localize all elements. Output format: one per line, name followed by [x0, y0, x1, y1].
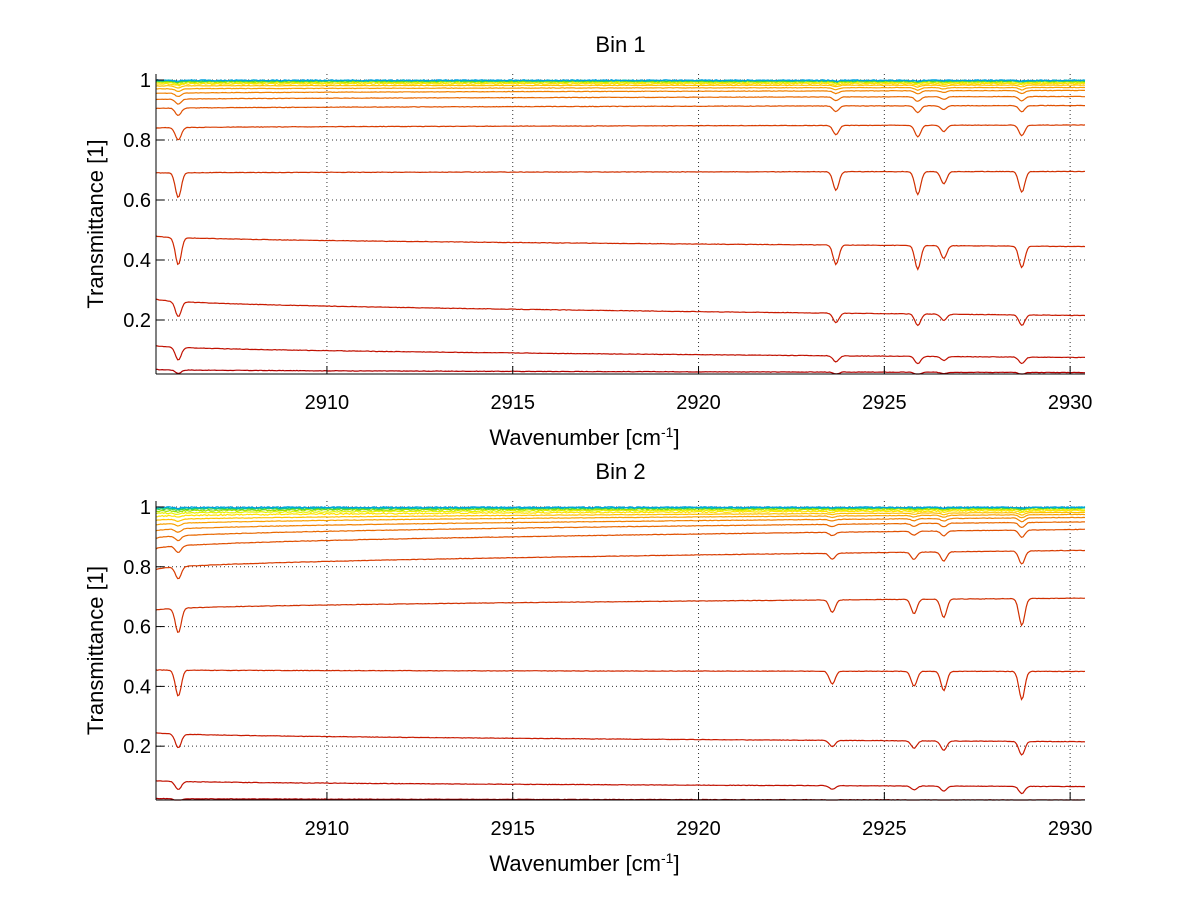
- ticks: 2910 2915 2920 2925 2930 0.2 0.4 0.6 0.8 1: [123, 497, 1092, 840]
- series-line: [155, 506, 1086, 510]
- series-line: [155, 89, 1086, 98]
- series-line: [155, 95, 1085, 105]
- x-tick-label: 2915: [490, 392, 535, 414]
- y-axis-label: Transmittance [1]: [83, 139, 108, 308]
- series-line: [155, 86, 1086, 92]
- x-tick-label: 2915: [490, 818, 535, 840]
- y-tick-label: 0.4: [123, 250, 151, 272]
- grid: [156, 74, 1085, 374]
- x-tick-label: 2930: [1048, 818, 1093, 840]
- series-line: [155, 780, 1086, 795]
- chart-title: Bin 2: [595, 459, 645, 484]
- chart-bin-1: Bin 1 Transmittance [1] Wavenumber [cm-1…: [83, 32, 1092, 450]
- series-line: [155, 669, 1086, 701]
- y-tick-label: 0.8: [123, 130, 151, 152]
- series-line: [155, 732, 1086, 756]
- x-tick-label: 2925: [862, 392, 907, 414]
- y-axis-label: Transmittance [1]: [83, 566, 108, 735]
- x-tick-label: 2925: [862, 818, 907, 840]
- x-axis-label: Wavenumber [cm-1]: [489, 424, 679, 450]
- series-group: [155, 78, 1086, 375]
- x-tick-label: 2930: [1048, 392, 1093, 414]
- x-axis-label: Wavenumber [cm-1]: [489, 850, 679, 876]
- series-line: [155, 516, 1086, 533]
- series-line: [155, 505, 1086, 510]
- chart-title: Bin 1: [595, 32, 645, 57]
- series-line: [155, 511, 1086, 523]
- series-line: [155, 521, 1086, 542]
- y-tick-label: 1: [140, 70, 151, 92]
- y-tick-label: 0.8: [123, 557, 151, 579]
- series-group: [155, 505, 1086, 801]
- x-tick-label: 2920: [676, 818, 721, 840]
- x-tick-label: 2910: [305, 818, 350, 840]
- y-tick-label: 0.6: [123, 190, 151, 212]
- series-line: [155, 368, 1085, 375]
- x-tick-label: 2910: [305, 392, 350, 414]
- series-line: [155, 78, 1086, 83]
- series-line: [155, 509, 1086, 518]
- y-tick-label: 1: [140, 497, 151, 519]
- series-line: [155, 81, 1086, 86]
- chart-bin-2: Bin 2 Transmittance [1] Wavenumber [cm-1…: [83, 459, 1092, 876]
- x-tick-label: 2920: [676, 392, 721, 414]
- series-line: [155, 124, 1086, 141]
- ticks: 2910 2915 2920 2925 2930 0.2 0.4 0.6 0.8 1: [123, 70, 1092, 414]
- series-line: [155, 235, 1086, 271]
- y-tick-label: 0.2: [123, 736, 151, 758]
- series-line: [155, 513, 1086, 527]
- series-line: [155, 84, 1086, 89]
- series-line: [155, 298, 1086, 327]
- series-line: [155, 170, 1086, 199]
- series-line: [155, 507, 1085, 513]
- y-tick-label: 0.2: [123, 310, 151, 332]
- series-line: [155, 345, 1086, 365]
- y-tick-label: 0.4: [123, 676, 151, 698]
- series-line: [155, 104, 1085, 116]
- series-line: [155, 549, 1086, 580]
- series-line: [155, 528, 1086, 554]
- series-line: [155, 597, 1086, 634]
- grid: [156, 501, 1085, 800]
- y-tick-label: 0.6: [123, 617, 151, 639]
